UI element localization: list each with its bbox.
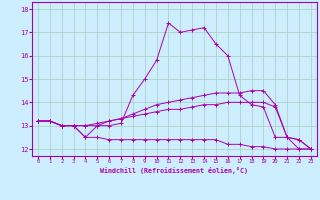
X-axis label: Windchill (Refroidissement éolien,°C): Windchill (Refroidissement éolien,°C) — [100, 167, 248, 174]
